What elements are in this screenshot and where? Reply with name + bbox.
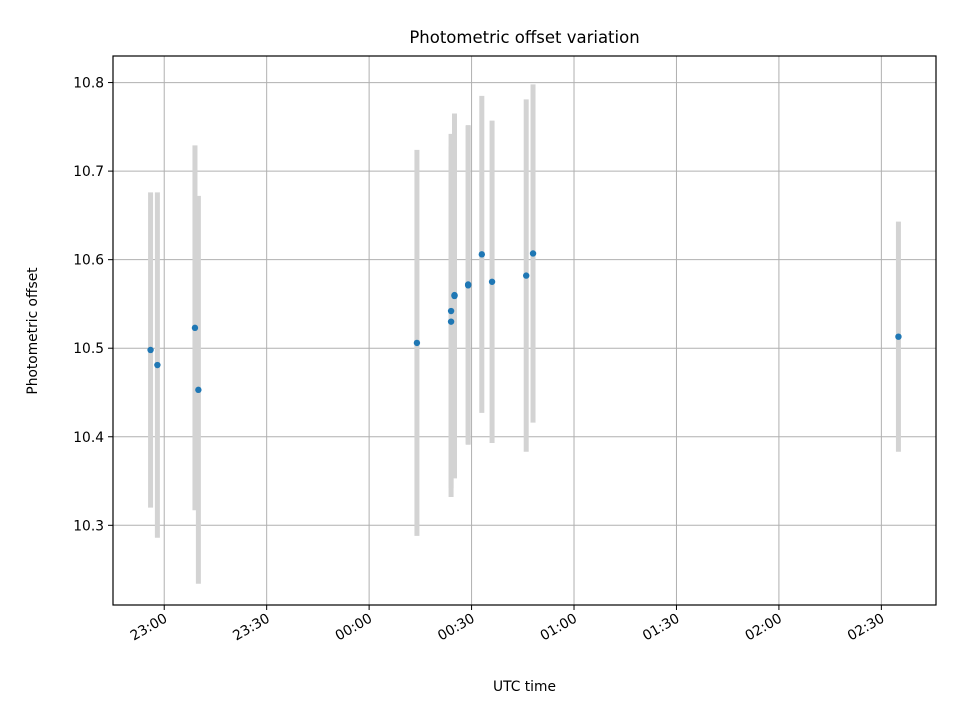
data-point	[478, 251, 486, 258]
y-axis-ticks: 10.3 10.4 10.5 10.6 10.7 10.8	[73, 76, 113, 534]
x-tick-label: 00:00	[333, 611, 375, 645]
chart-title: Photometric offset variation	[409, 28, 639, 47]
x-axis-ticks: 23:00 23:30 00:00 00:30 01:00 01:30 02:00 02:30	[128, 605, 887, 645]
data-point	[488, 278, 496, 285]
data-points	[147, 250, 902, 394]
y-tick-label: 10.5	[73, 341, 104, 357]
x-tick-label: 02:00	[742, 611, 784, 645]
y-tick-label: 10.3	[73, 518, 104, 534]
data-point	[147, 346, 154, 354]
y-tick-label: 10.8	[73, 76, 104, 92]
data-point	[447, 307, 455, 315]
y-tick-label: 10.4	[73, 430, 104, 446]
y-axis-label: Photometric offset	[25, 267, 41, 395]
data-point	[154, 361, 161, 369]
x-axis-label: UTC time	[493, 679, 556, 695]
plot-frame	[112, 55, 937, 606]
x-tick-label: 00:30	[435, 611, 477, 645]
data-point	[451, 291, 458, 299]
data-point	[529, 250, 537, 257]
data-point	[523, 272, 530, 279]
data-point	[191, 324, 199, 332]
data-point	[895, 333, 902, 340]
x-tick-label: 23:30	[230, 611, 272, 645]
x-tick-label: 01:00	[538, 611, 580, 645]
data-point	[413, 339, 421, 347]
data-point	[464, 282, 472, 289]
data-point	[195, 386, 202, 394]
data-point	[447, 318, 455, 325]
errorbars	[148, 84, 901, 584]
x-tick-label: 23:00	[128, 611, 170, 645]
y-tick-label: 10.7	[73, 164, 104, 180]
y-tick-label: 10.6	[73, 253, 104, 269]
x-tick-label: 02:30	[845, 611, 887, 645]
x-tick-label: 01:30	[640, 611, 682, 645]
